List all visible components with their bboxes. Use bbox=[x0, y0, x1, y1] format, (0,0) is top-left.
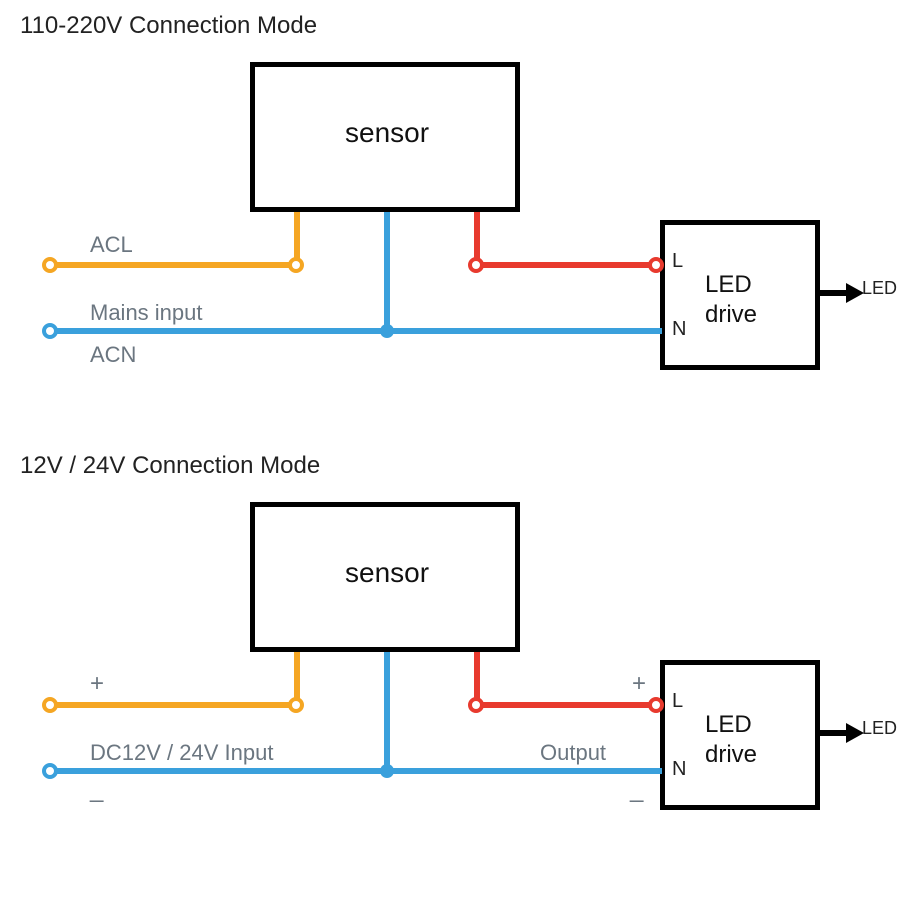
d1-leddrive-box: LED drive bbox=[660, 220, 820, 370]
d2-plus-right-terminal bbox=[288, 697, 304, 713]
d1-red-right-terminal bbox=[648, 257, 664, 273]
d2-dcinput-label: DC12V / 24V Input bbox=[90, 740, 273, 766]
d2-leddrive-label: LED drive bbox=[705, 710, 757, 770]
d2-red-hwire bbox=[474, 702, 654, 708]
d1-L-label: L bbox=[672, 250, 683, 273]
d2-plus-hwire bbox=[50, 702, 300, 708]
d1-red-left-terminal bbox=[468, 257, 484, 273]
d1-mains-label: Mains input bbox=[90, 300, 203, 326]
d2-sensor-box: sensor bbox=[250, 502, 520, 652]
d2-led-label: LED bbox=[862, 718, 897, 739]
d1-acl-hwire bbox=[50, 262, 300, 268]
d1-acl-left-terminal bbox=[42, 257, 58, 273]
d1-sensor-label: sensor bbox=[345, 117, 429, 149]
d1-sensor-box: sensor bbox=[250, 62, 520, 212]
d1-red-hwire bbox=[474, 262, 654, 268]
d1-acl-right-terminal bbox=[288, 257, 304, 273]
d2-blue-vwire bbox=[384, 652, 390, 774]
d1-acn-label: ACN bbox=[90, 342, 136, 368]
d2-sensor-label: sensor bbox=[345, 557, 429, 589]
d1-acn-left-terminal bbox=[42, 323, 58, 339]
d2-N-label: N bbox=[672, 758, 686, 781]
d2-plus-left-terminal bbox=[42, 697, 58, 713]
d2-minus-label-right: _ bbox=[630, 776, 643, 804]
d2-red-left-terminal bbox=[468, 697, 484, 713]
d1-acn-hwire bbox=[50, 328, 662, 334]
d2-plus-label-right: + bbox=[632, 670, 646, 698]
d2-led-arrow-stem bbox=[820, 730, 848, 736]
d2-minus-hwire bbox=[50, 768, 662, 774]
d2-leddrive-box: LED drive bbox=[660, 660, 820, 810]
d2-red-right-terminal bbox=[648, 697, 664, 713]
d1-blue-junction bbox=[380, 324, 394, 338]
d1-led-arrow-stem bbox=[820, 290, 848, 296]
d2-L-label: L bbox=[672, 690, 683, 713]
d2-output-label: Output bbox=[540, 740, 606, 766]
d1-led-label: LED bbox=[862, 278, 897, 299]
wiring-diagram-canvas: 110-220V Connection Mode sensor LED driv… bbox=[0, 0, 899, 899]
diagram2-title: 12V / 24V Connection Mode bbox=[20, 452, 320, 480]
d1-N-label: N bbox=[672, 318, 686, 341]
d2-blue-junction bbox=[380, 764, 394, 778]
d1-acl-label: ACL bbox=[90, 232, 133, 258]
d1-blue-vwire bbox=[384, 212, 390, 334]
diagram1-title: 110-220V Connection Mode bbox=[20, 12, 317, 40]
d2-plus-label-left: + bbox=[90, 670, 104, 698]
d2-minus-left-terminal bbox=[42, 763, 58, 779]
d2-minus-label-left: _ bbox=[90, 776, 103, 804]
d1-leddrive-label: LED drive bbox=[705, 270, 757, 330]
